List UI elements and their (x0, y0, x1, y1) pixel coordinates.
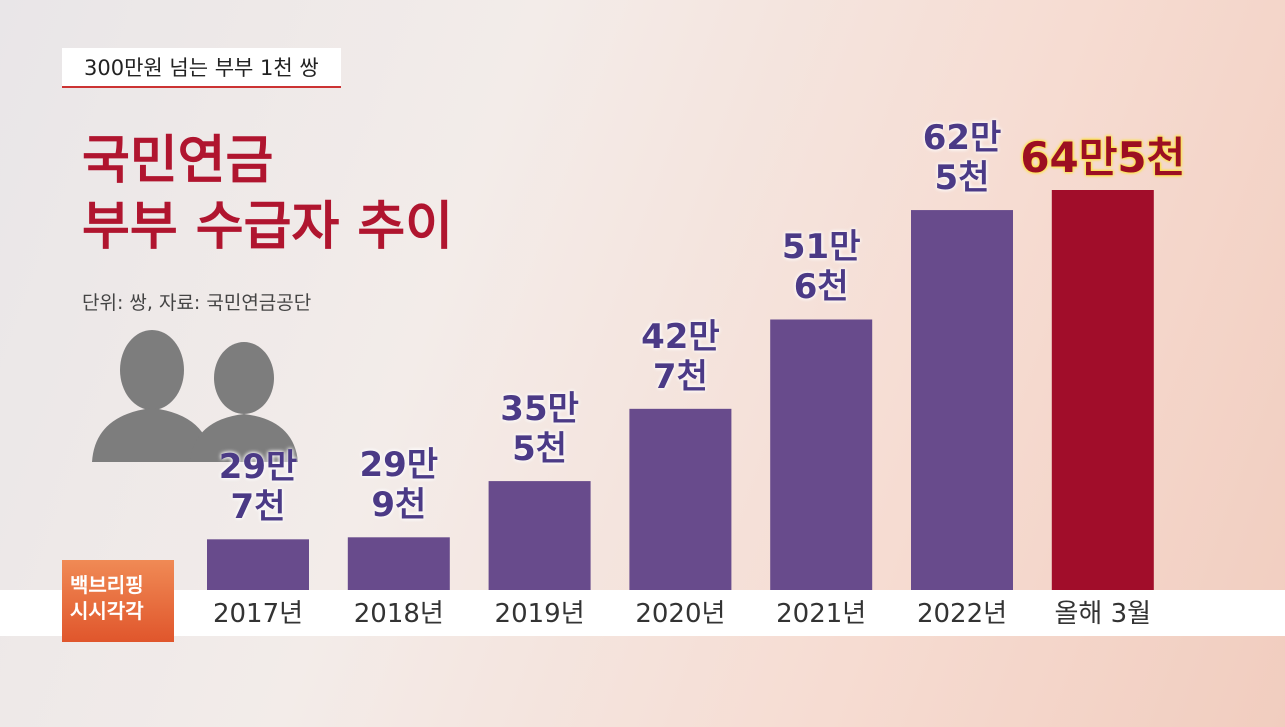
bar (629, 408, 732, 590)
x-tick-label: 2021년 (776, 599, 866, 629)
x-tick-label: 2019년 (495, 599, 585, 629)
x-tick-label: 올해 3월 (1055, 599, 1152, 629)
bar (207, 539, 309, 590)
x-tick-label: 2018년 (354, 599, 444, 629)
bar (488, 481, 591, 590)
bar (770, 319, 873, 590)
bar (1051, 190, 1154, 590)
bar (911, 210, 1013, 590)
chart-title: 국민연금 부부 수급자 추이 (82, 131, 454, 257)
value-label: 29만 9천 (359, 445, 439, 526)
x-tick-label: 2022년 (917, 599, 1007, 629)
value-label: 64만5천 (1020, 133, 1186, 182)
category-strip (0, 590, 1285, 636)
x-tick-label: 2020년 (635, 599, 725, 629)
x-tick-label: 2017년 (213, 599, 303, 629)
banner: 300만원 넘는 부부 1천 쌍 (62, 48, 341, 88)
value-label: 35만 5천 (500, 389, 579, 470)
value-label: 29만 7천 (218, 447, 298, 528)
logo: 백브리핑 시시각각 (62, 560, 174, 642)
value-label: 42만 7천 (641, 316, 720, 397)
bar (347, 537, 450, 590)
value-label: 51만 6천 (781, 227, 861, 308)
value-label: 62만 5천 (922, 118, 1002, 199)
people-icon (92, 330, 298, 462)
chart-subtitle: 단위: 쌍, 자료: 국민연금공단 (82, 292, 312, 314)
